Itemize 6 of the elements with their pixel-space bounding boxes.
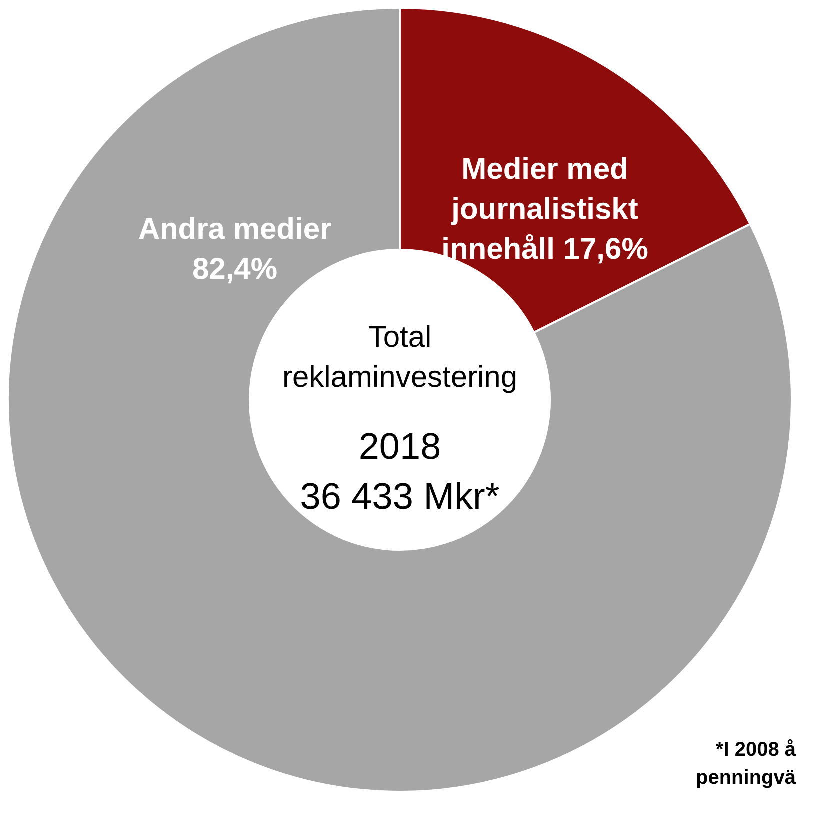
data-label: 82,4% <box>192 253 278 286</box>
slice-label: Andra medier <box>138 213 332 246</box>
text: *I 2008 å penningvä <box>696 739 797 789</box>
text: 2018 36 433 Mkr* <box>300 426 500 517</box>
slice-label: Medier med journalistiskt innehåll 17,6% <box>442 153 648 266</box>
text: Total reklaminvestering <box>282 321 518 394</box>
